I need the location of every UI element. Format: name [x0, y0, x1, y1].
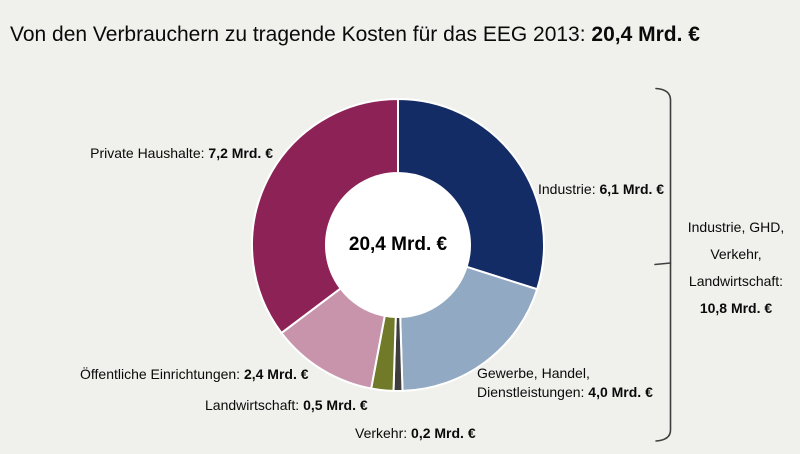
callout-private-haushalte-value: 7,2 Mrd. €	[208, 145, 273, 161]
group-annotation-value: 10,8 Mrd. €	[699, 300, 773, 316]
group-annotation-line2: Verkehr,	[710, 246, 762, 262]
figure-title-value: 20,4 Mrd. €	[591, 23, 700, 46]
donut-segment-gewerbe-handel-dienstleistungen	[399, 265, 539, 392]
callout-verkehr: Verkehr: 0,2 Mrd. €	[355, 425, 476, 441]
callout-industrie: Industrie: 6,1 Mrd. €	[538, 181, 664, 197]
callout-landwirtschaft-value: 0,5 Mrd. €	[303, 397, 368, 413]
group-bracket-tick	[654, 262, 672, 266]
group-annotation: Industrie, GHD, Verkehr, Landwirtschaft:…	[676, 214, 796, 322]
callout-gewerbe-line1: Gewerbe, Handel,	[477, 365, 590, 381]
callout-private-haushalte-name: Private Haushalte:	[90, 145, 209, 161]
callout-landwirtschaft-name: Landwirtschaft:	[205, 397, 304, 413]
group-annotation-line1: Industrie, GHD,	[687, 219, 785, 235]
figure-title: Von den Verbrauchern zu tragende Kosten …	[10, 23, 700, 47]
callout-oeffentliche-value: 2,4 Mrd. €	[243, 366, 309, 382]
callout-gewerbe-line2-name: Dienstleistungen:	[477, 384, 589, 400]
donut-segment-private-haushalte	[251, 98, 399, 334]
callout-industrie-value: 6,1 Mrd. €	[599, 181, 665, 197]
callout-gewerbe-value: 4,0 Mrd. €	[588, 384, 653, 400]
donut-center-label: 20,4 Mrd. €	[348, 234, 448, 255]
figure-title-text: Von den Verbrauchern zu tragende Kosten …	[10, 23, 592, 46]
callout-landwirtschaft: Landwirtschaft: 0,5 Mrd. €	[205, 397, 368, 413]
callout-verkehr-name: Verkehr:	[355, 425, 412, 441]
donut-segment-industrie	[397, 98, 545, 291]
group-bracket-line	[655, 87, 672, 442]
callout-oeffentliche-einrichtungen: Öffentliche Einrichtungen: 2,4 Mrd. €	[80, 366, 309, 382]
group-annotation-line3: Landwirtschaft:	[688, 273, 784, 289]
callout-gewerbe-line2: Dienstleistungen: 4,0 Mrd. €	[477, 383, 653, 402]
callout-verkehr-value: 0,2 Mrd. €	[411, 425, 476, 441]
callout-gewerbe-handel-dienstleistungen: Gewerbe, Handel, Dienstleistungen: 4,0 M…	[477, 364, 653, 402]
donut-hole	[325, 172, 471, 318]
callout-industrie-name: Industrie:	[538, 181, 600, 197]
callout-private-haushalte: Private Haushalte: 7,2 Mrd. €	[50, 145, 273, 161]
callout-oeffentliche-name: Öffentliche Einrichtungen:	[80, 366, 244, 382]
